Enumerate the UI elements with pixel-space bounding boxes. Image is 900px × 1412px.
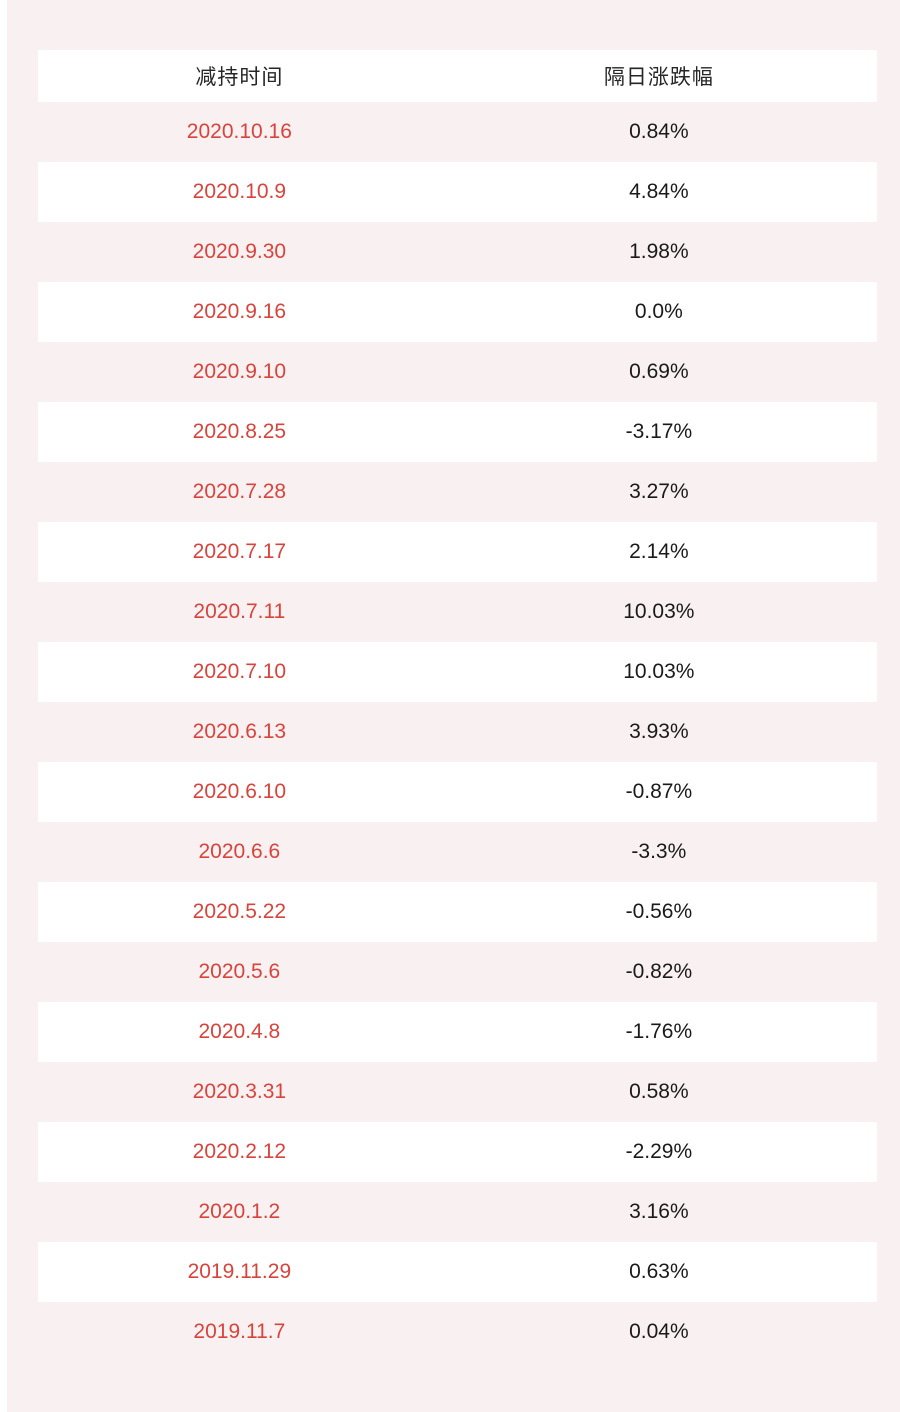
table-header-row: 减持时间 隔日涨跌幅 <box>38 50 877 102</box>
table-row: 2020.8.25 -3.17% <box>38 402 877 462</box>
table-row: 2020.3.31 0.58% <box>38 1062 877 1122</box>
next-day-change: 2.14% <box>629 540 689 563</box>
reduction-date: 2020.7.11 <box>193 600 286 623</box>
table-row: 2019.11.7 0.04% <box>38 1302 877 1362</box>
next-day-change: 0.69% <box>629 360 689 383</box>
next-day-change: -3.17% <box>625 420 693 443</box>
next-day-change: -1.76% <box>625 1020 693 1043</box>
table-row: 2020.6.10 -0.87% <box>38 762 877 822</box>
reduction-date: 2020.7.17 <box>192 540 287 563</box>
table-row: 2020.10.16 0.84% <box>38 102 877 162</box>
table-row: 2020.2.12 -2.29% <box>38 1122 877 1182</box>
table-row: 2020.7.10 10.03% <box>38 642 877 702</box>
table-row: 2020.10.9 4.84% <box>38 162 877 222</box>
table-row: 2019.11.29 0.63% <box>38 1242 877 1302</box>
next-day-change: 0.04% <box>629 1320 689 1343</box>
reduction-date: 2020.10.16 <box>186 120 292 143</box>
table-row: 2020.5.6 -0.82% <box>38 942 877 1002</box>
next-day-change: -2.29% <box>625 1140 693 1163</box>
reduction-date: 2019.11.7 <box>193 1320 286 1343</box>
table-row: 2020.6.6 -3.3% <box>38 822 877 882</box>
reduction-date: 2020.10.9 <box>192 180 287 203</box>
table-row: 2020.1.2 3.16% <box>38 1182 877 1242</box>
reduction-date: 2020.6.13 <box>192 720 287 743</box>
next-day-change: -0.87% <box>625 780 693 803</box>
table-row: 2020.9.30 1.98% <box>38 222 877 282</box>
table-row: 2020.6.13 3.93% <box>38 702 877 762</box>
table-row: 2020.9.10 0.69% <box>38 342 877 402</box>
reduction-date: 2020.9.16 <box>192 300 287 323</box>
table-row: 2020.5.22 -0.56% <box>38 882 877 942</box>
reduction-date: 2020.1.2 <box>198 1200 281 1223</box>
reduction-date: 2020.2.12 <box>192 1140 287 1163</box>
table-row: 2020.7.17 2.14% <box>38 522 877 582</box>
next-day-change: 0.84% <box>629 120 689 143</box>
table-row: 2020.4.8 -1.76% <box>38 1002 877 1062</box>
column-header-next-day-change: 隔日涨跌幅 <box>603 66 714 89</box>
next-day-change: 3.16% <box>629 1200 689 1223</box>
column-header-reduction-date: 减持时间 <box>195 66 284 89</box>
table-row: 2020.9.16 0.0% <box>38 282 877 342</box>
reduction-date: 2020.5.22 <box>192 900 287 923</box>
next-day-change: 3.93% <box>629 720 689 743</box>
reduction-date: 2020.3.31 <box>192 1080 287 1103</box>
next-day-change: 0.0% <box>634 300 683 323</box>
next-day-change: 0.63% <box>629 1260 689 1283</box>
next-day-change: -0.56% <box>625 900 693 923</box>
next-day-change: 10.03% <box>623 600 695 623</box>
next-day-change: -0.82% <box>625 960 693 983</box>
reduction-date: 2020.6.10 <box>192 780 287 803</box>
reduction-date: 2020.7.28 <box>192 480 287 503</box>
next-day-change: -3.3% <box>631 840 687 863</box>
next-day-change: 4.84% <box>629 180 689 203</box>
table-row: 2020.7.11 10.03% <box>38 582 877 642</box>
reduction-date: 2020.7.10 <box>192 660 287 683</box>
reduction-date: 2020.9.30 <box>192 240 287 263</box>
next-day-change: 1.98% <box>629 240 689 263</box>
table-body: 2020.10.16 0.84% 2020.10.9 4.84% 2020.9.30 1.… <box>38 102 877 1362</box>
table-row: 2020.7.28 3.27% <box>38 462 877 522</box>
reduction-date: 2020.4.8 <box>198 1020 281 1043</box>
reduction-date: 2019.11.29 <box>187 1260 292 1283</box>
next-day-change: 3.27% <box>629 480 689 503</box>
reduction-date: 2020.5.6 <box>198 960 281 983</box>
reduction-date: 2020.6.6 <box>198 840 281 863</box>
next-day-change: 10.03% <box>623 660 695 683</box>
left-white-strip <box>0 0 7 1412</box>
next-day-change: 0.58% <box>629 1080 689 1103</box>
reduction-table: 减持时间 隔日涨跌幅 2020.10.16 0.84% 2020.10.9 4.84%… <box>38 50 877 1362</box>
reduction-date: 2020.8.25 <box>192 420 287 443</box>
reduction-date: 2020.9.10 <box>192 360 287 383</box>
